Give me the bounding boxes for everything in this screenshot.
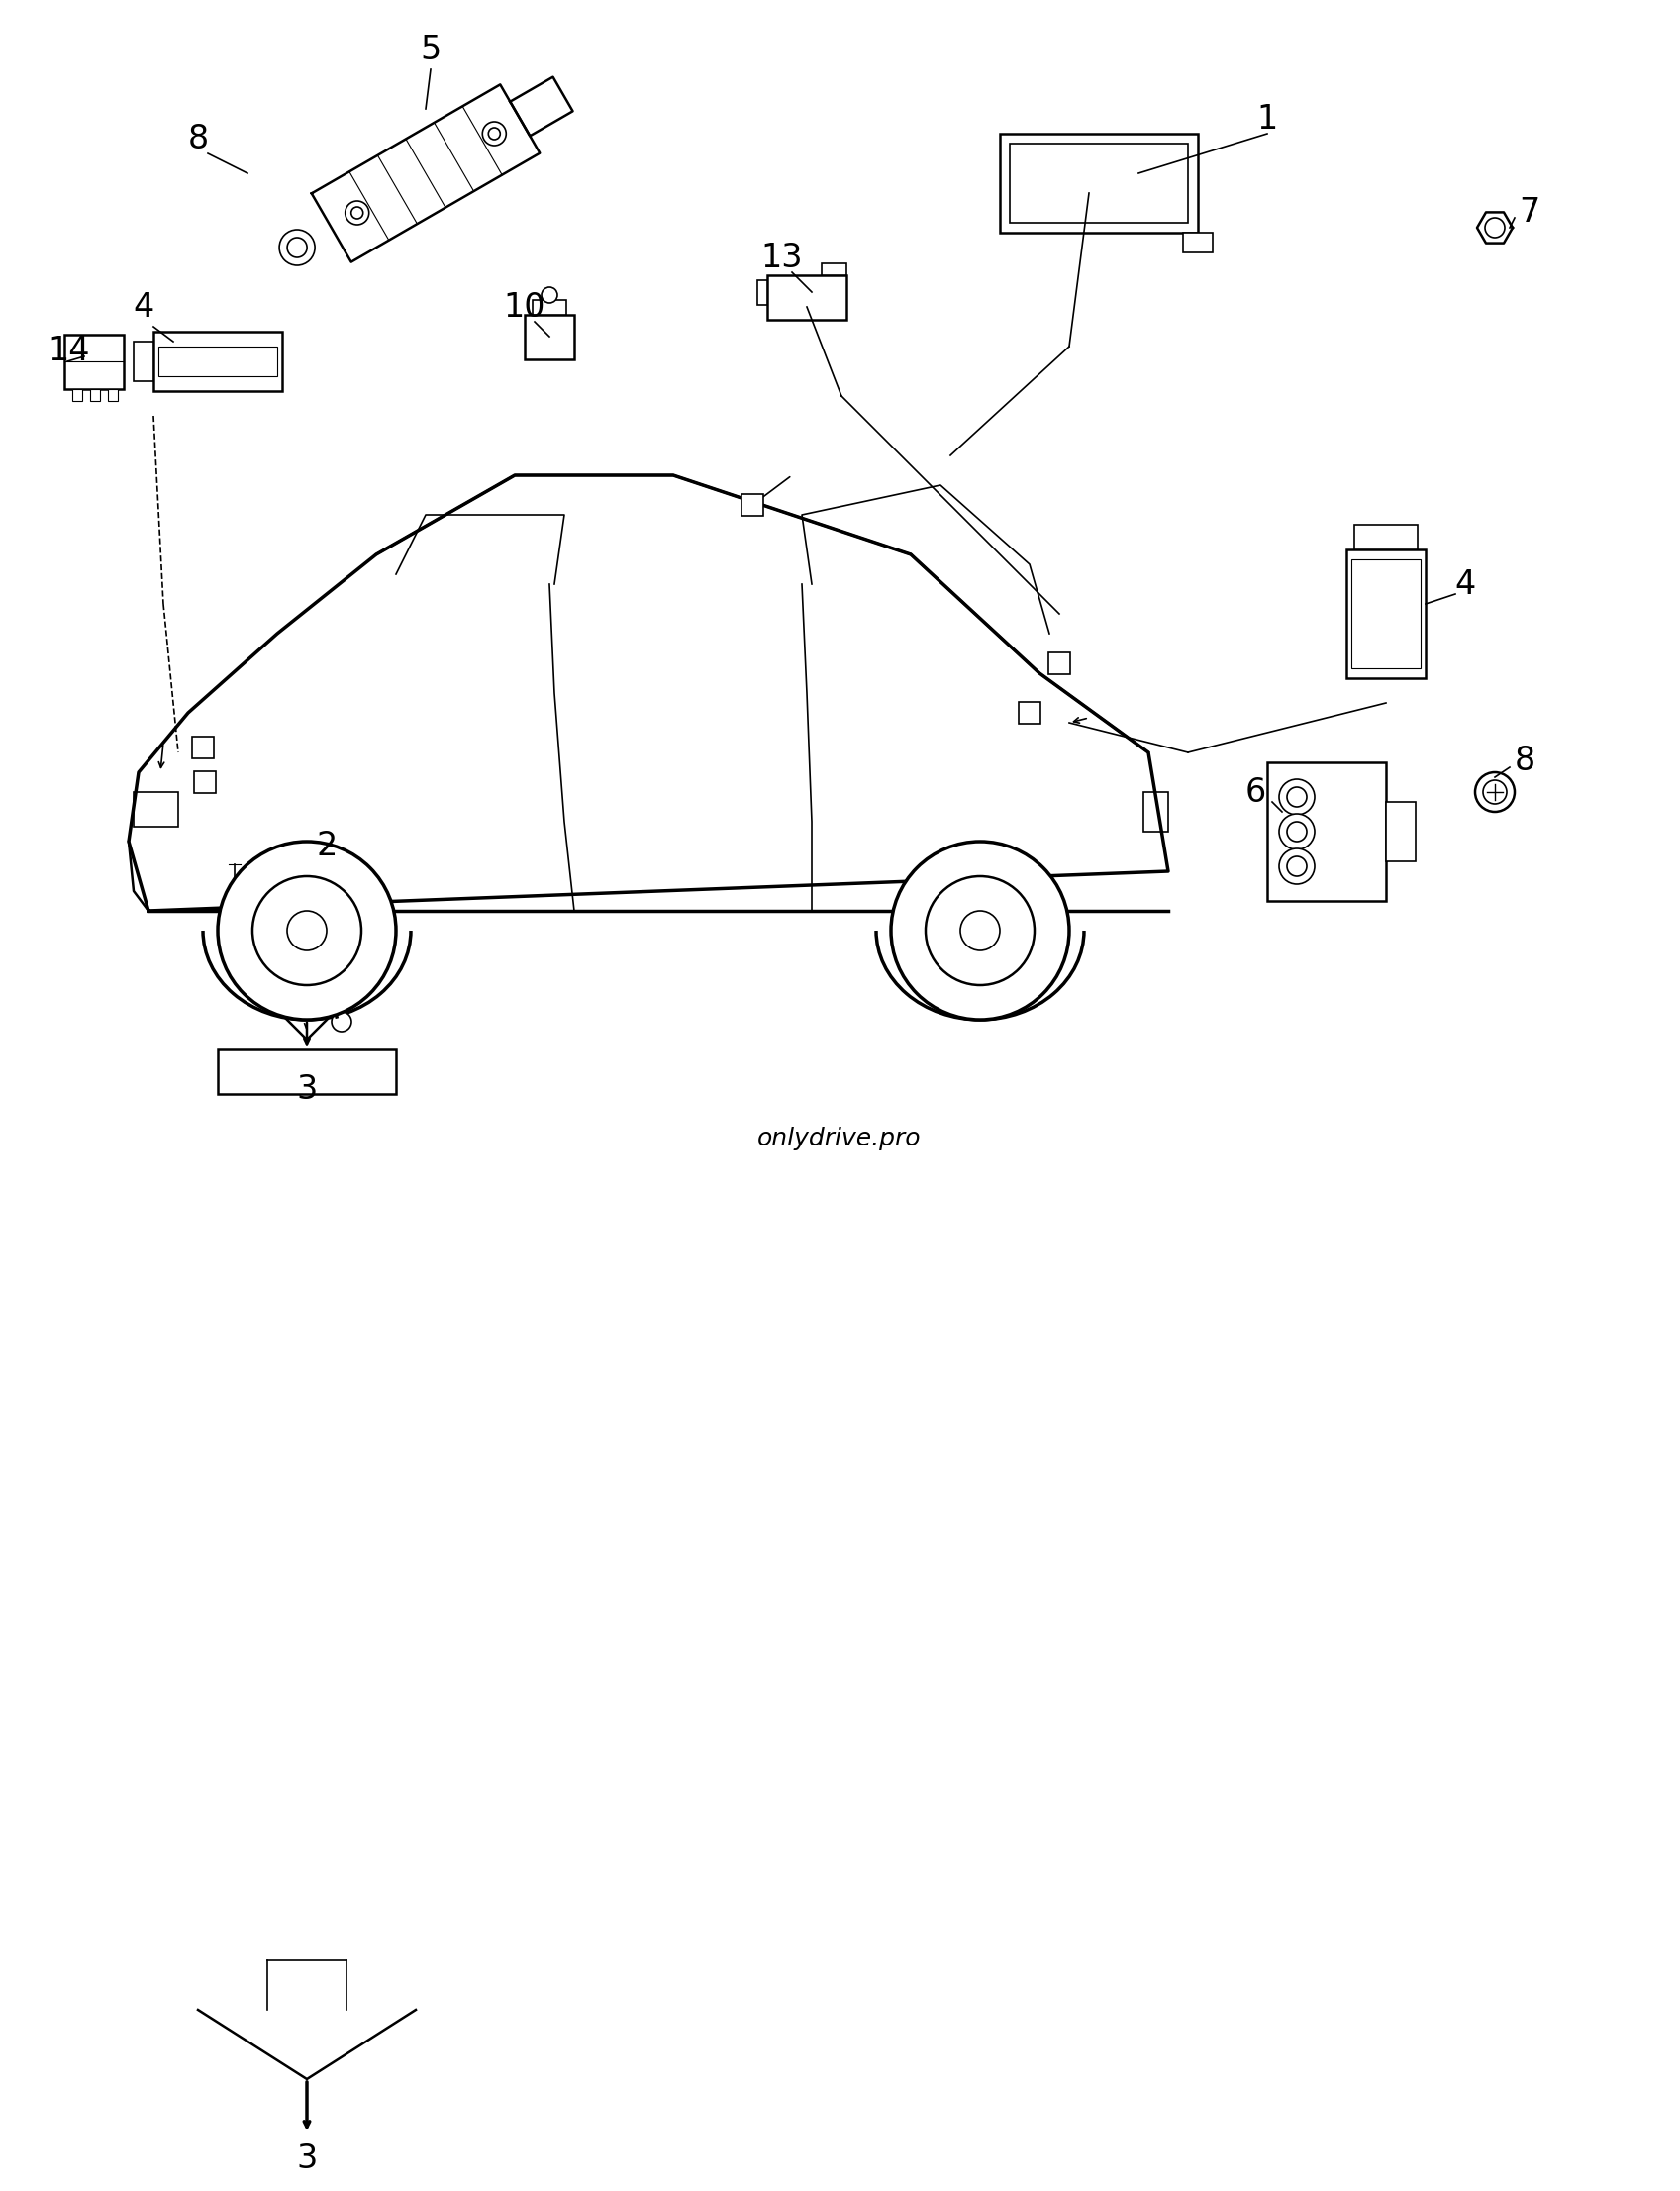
Circle shape: [1287, 822, 1307, 841]
Text: 10: 10: [504, 291, 546, 324]
Text: 14: 14: [49, 335, 91, 368]
Bar: [64, 335, 124, 390]
Circle shape: [351, 206, 363, 219]
Bar: [228, 890, 247, 905]
Circle shape: [1287, 857, 1307, 876]
Text: 8: 8: [1514, 745, 1536, 776]
Bar: [72, 390, 82, 401]
Text: 4: 4: [1455, 567, 1475, 600]
Bar: [1144, 793, 1168, 833]
Text: onlydrive.pro: onlydrive.pro: [758, 1126, 921, 1150]
Circle shape: [1483, 780, 1507, 804]
Text: 2: 2: [316, 830, 338, 863]
Bar: [1267, 762, 1386, 901]
Bar: [242, 905, 331, 938]
Circle shape: [1485, 217, 1505, 237]
Bar: [1018, 701, 1040, 723]
Bar: [91, 390, 101, 401]
Bar: [524, 316, 575, 359]
Bar: [1000, 134, 1198, 232]
Bar: [1346, 550, 1426, 679]
Text: 5: 5: [420, 33, 442, 66]
Circle shape: [279, 230, 314, 265]
Bar: [218, 1049, 396, 1093]
Bar: [758, 280, 768, 305]
Text: 3: 3: [296, 2143, 318, 2176]
Text: 3: 3: [296, 1074, 318, 1106]
Text: 8: 8: [188, 123, 208, 156]
Circle shape: [1278, 813, 1315, 850]
Text: 1: 1: [1257, 103, 1278, 136]
Text: 7: 7: [1519, 197, 1541, 230]
Circle shape: [926, 876, 1035, 986]
Bar: [158, 346, 277, 377]
Circle shape: [541, 287, 558, 302]
Bar: [1386, 802, 1416, 861]
Bar: [134, 342, 153, 381]
Bar: [192, 736, 213, 758]
Circle shape: [218, 841, 396, 1019]
Circle shape: [890, 841, 1068, 1019]
Bar: [262, 914, 277, 929]
Bar: [1351, 559, 1421, 668]
Circle shape: [489, 127, 501, 140]
Bar: [1010, 145, 1188, 223]
Circle shape: [252, 876, 361, 986]
Circle shape: [1278, 780, 1315, 815]
Circle shape: [287, 911, 326, 951]
Text: 6: 6: [1245, 776, 1265, 808]
Bar: [1048, 653, 1070, 675]
Circle shape: [287, 237, 307, 256]
Bar: [533, 300, 566, 316]
Circle shape: [1287, 787, 1307, 806]
Bar: [153, 331, 282, 390]
Bar: [741, 493, 763, 515]
Circle shape: [344, 202, 370, 226]
Bar: [108, 390, 118, 401]
Circle shape: [1475, 771, 1515, 813]
Circle shape: [331, 1012, 351, 1032]
Bar: [768, 276, 847, 320]
Bar: [193, 771, 215, 793]
Text: 4: 4: [133, 291, 155, 324]
Text: 13: 13: [761, 241, 803, 274]
Bar: [1354, 524, 1418, 550]
Circle shape: [482, 123, 506, 145]
Circle shape: [961, 911, 1000, 951]
Bar: [134, 793, 178, 826]
Circle shape: [1278, 848, 1315, 885]
Bar: [1183, 232, 1213, 252]
Bar: [822, 263, 847, 276]
